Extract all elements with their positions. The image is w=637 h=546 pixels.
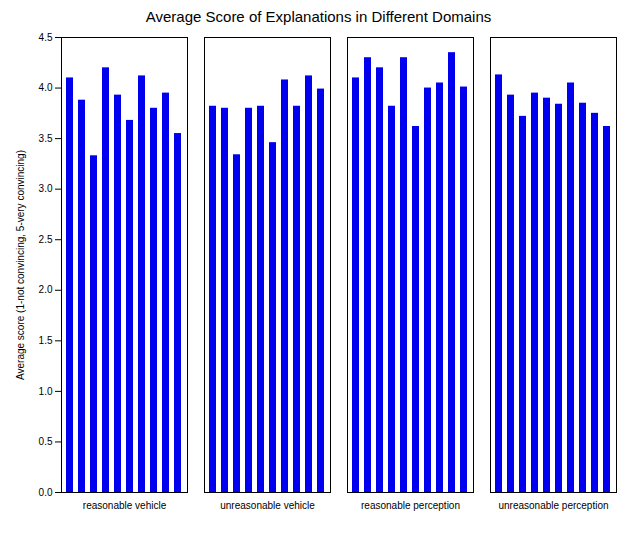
svg-text:unreasonable vehicle: unreasonable vehicle <box>220 500 315 511</box>
html-text:Average Score of Explanations: Average Score of Explanations in Differe… <box>145 8 492 25</box>
svg-text:2.0: 2.0 <box>39 284 53 295</box>
svg-text:reasonable vehicle: reasonable vehicle <box>83 500 167 511</box>
svg-text:1.5: 1.5 <box>39 335 53 346</box>
svg-text:unreasonable perception: unreasonable perception <box>498 500 608 511</box>
svg-text:3.5: 3.5 <box>39 133 53 144</box>
svg-text:4.0: 4.0 <box>39 82 53 93</box>
svg-text:2.5: 2.5 <box>39 234 53 245</box>
svg-text:3.0: 3.0 <box>39 183 53 194</box>
svg-text:reasonable perception: reasonable perception <box>361 500 460 511</box>
svg-text:0.5: 0.5 <box>39 436 53 447</box>
svg-text:Average score (1-not convincin: Average score (1-not convincing, 5-very … <box>15 150 26 380</box>
svg-text:1.0: 1.0 <box>39 386 53 397</box>
svg-text:0.0: 0.0 <box>39 487 53 498</box>
svg-text:4.5: 4.5 <box>39 32 53 43</box>
